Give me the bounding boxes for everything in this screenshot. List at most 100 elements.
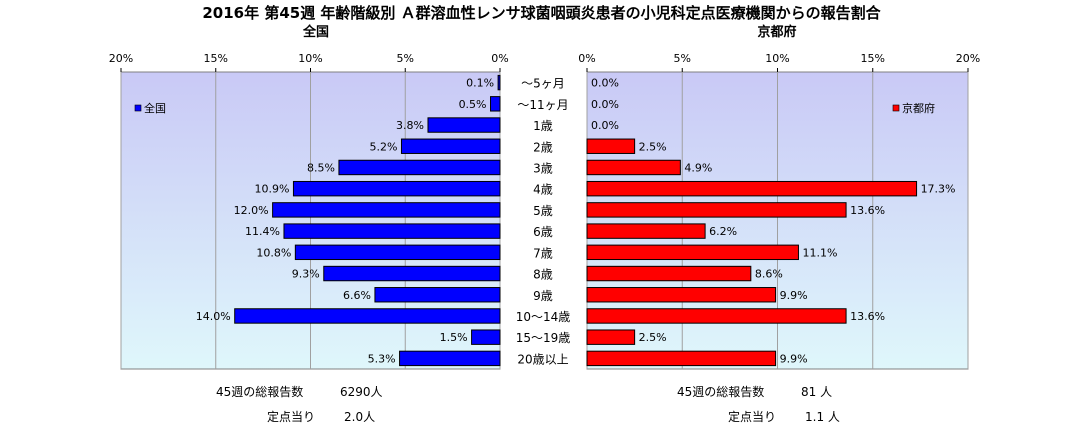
kyoto-total-value: 81 人 [801,385,833,399]
chart-title: 2016年 第45週 年齢階級別 Ａ群溶血性レンサ球菌咽頭炎患者の小児科定点医療… [202,4,881,22]
national-total: 45週の総報告数 6290人 [216,383,383,400]
national-tick-label: 5% [397,52,414,65]
national-data-label: 14.0% [196,310,231,323]
kyoto-bar [586,287,777,303]
national-tick-label: 0% [491,52,508,65]
national-bar [283,223,501,239]
kyoto-data-label: 9.9% [780,289,808,302]
national-tick-label: 10% [298,52,322,65]
kyoto-bar [586,265,752,282]
national-total-label: 45週の総報告数 [216,385,304,399]
kyoto-bar [586,350,777,367]
kyoto-per-site: 定点当り 1.1 人 [728,408,840,425]
national-per-label: 定点当り [267,410,316,424]
national-data-label: 10.9% [254,183,289,196]
national-data-label: 10.8% [256,246,291,259]
national-chart-title: 全国 [302,25,329,40]
kyoto-chart-title: 京都府 [757,25,797,40]
category-label: 6歳 [533,225,553,239]
national-bar [374,287,501,303]
kyoto-bar [586,329,636,345]
national-tick-label: 20% [109,52,133,65]
kyoto-total-label: 45週の総報告数 [677,385,765,399]
kyoto-data-label: 8.6% [755,268,783,281]
national-legend-label: 全国 [144,101,166,115]
category-label: 3歳 [533,161,553,175]
kyoto-data-label: 0.0% [591,119,619,132]
kyoto-bar [586,244,799,261]
national-total-value: 6290人 [340,385,383,399]
category-label: 4歳 [533,183,553,197]
kyoto-data-label: 0.0% [591,98,619,111]
national-tick-label: 15% [204,52,228,65]
national-data-label: 0.1% [466,77,494,90]
national-legend-swatch [134,104,142,112]
kyoto-data-label: 9.9% [780,352,808,365]
kyoto-bar [586,308,847,324]
national-data-label: 12.0% [234,204,269,217]
kyoto-legend-label: 京都府 [902,101,935,115]
national-bar [272,202,501,218]
national-per-value: 2.0人 [344,410,376,424]
kyoto-data-label: 13.6% [850,310,885,323]
kyoto-total: 45週の総報告数 81 人 [677,383,832,400]
kyoto-tick-label: 0% [578,52,595,65]
category-label: 20歳以上 [517,352,568,366]
category-label: 9歳 [533,289,553,303]
national-data-label: 5.2% [370,140,398,153]
national-plot: 20% 15% 10% 5% 0% 0.1% 0.5% 3.8% 5.2% 8.5% 10.9% 12… [109,52,509,370]
national-bar [323,265,501,282]
kyoto-data-label: 11.1% [802,246,837,259]
kyoto-data-label: 13.6% [850,204,885,217]
category-label: ～5ヶ月 [521,77,565,91]
kyoto-legend-swatch [892,104,900,112]
category-label: ～11ヶ月 [517,98,568,112]
national-data-label: 9.3% [292,268,320,281]
national-data-label: 6.6% [343,289,371,302]
national-bar [292,180,501,197]
kyoto-data-label: 0.0% [591,77,619,90]
national-data-label: 8.5% [307,161,335,174]
category-label: 7歳 [533,246,553,260]
national-bar [400,138,501,154]
kyoto-data-label: 6.2% [709,225,737,238]
kyoto-bar [586,138,636,154]
national-data-label: 5.3% [368,352,396,365]
category-label: 2歳 [533,140,553,154]
national-bar [471,329,501,345]
national-bar [427,117,501,133]
national-data-label: 0.5% [459,98,487,111]
national-data-label: 1.5% [440,331,468,344]
national-bar [234,308,501,324]
category-labels: ～5ヶ月 ～11ヶ月 1歳 2歳 3歳 4歳 5歳 6歳 7歳 8歳 9歳 10～14歳 15～19歳 2… [516,77,571,367]
kyoto-data-label: 4.9% [684,161,712,174]
national-bar [294,244,501,261]
national-bar [490,96,501,112]
national-bar [338,159,501,176]
category-label: 1歳 [533,119,553,133]
kyoto-per-value: 1.1 人 [805,410,840,424]
kyoto-bar [586,159,681,176]
national-per-site: 定点当り 2.0人 [267,408,375,425]
category-label: 10～14歳 [516,310,571,324]
kyoto-tick-label: 10% [765,52,789,65]
category-label: 5歳 [533,204,553,218]
national-bar [497,74,501,91]
kyoto-tick-label: 5% [674,52,691,65]
kyoto-plot: 0% 5% 10% 15% 20% 0.0% 0.0% 0.0% 2.5% 4.9% 17.3% 13… [578,52,980,370]
category-label: 8歳 [533,268,553,282]
kyoto-data-label: 2.5% [639,140,667,153]
kyoto-tick-label: 20% [956,52,980,65]
kyoto-bar [586,180,918,197]
national-bar [399,350,501,367]
kyoto-per-label: 定点当り [728,410,777,424]
kyoto-data-label: 17.3% [921,183,956,196]
category-label: 15～19歳 [516,331,571,345]
kyoto-bar [586,223,706,239]
national-data-label: 11.4% [245,225,280,238]
kyoto-tick-label: 15% [861,52,885,65]
kyoto-data-label: 2.5% [639,331,667,344]
national-data-label: 3.8% [396,119,424,132]
kyoto-bar [586,202,847,218]
